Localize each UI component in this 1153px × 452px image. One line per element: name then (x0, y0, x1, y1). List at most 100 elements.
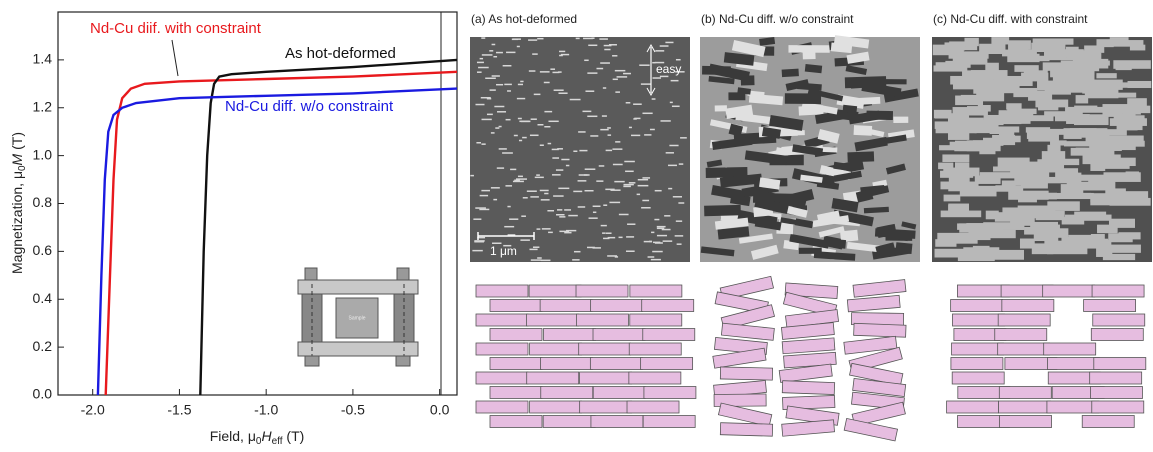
grain (587, 116, 597, 118)
grain (644, 241, 652, 243)
y-axis-label-part: (T) (9, 132, 25, 154)
platelet (1082, 416, 1134, 428)
grain (480, 58, 483, 60)
grain (939, 122, 953, 128)
grain (1096, 39, 1113, 47)
grain (600, 62, 610, 64)
grain (518, 84, 523, 86)
grain (547, 210, 554, 212)
grain (663, 240, 673, 242)
grain (625, 171, 634, 173)
grain (591, 37, 594, 39)
scale-bar-label: 1 μm (490, 244, 517, 258)
grain (473, 218, 481, 220)
grain (1047, 145, 1060, 152)
grain (493, 199, 497, 201)
grain (1024, 227, 1045, 235)
grain (637, 194, 640, 196)
grain (1060, 51, 1101, 56)
grain (541, 260, 551, 262)
platelet (579, 343, 631, 355)
grain (604, 49, 610, 51)
grain (481, 97, 491, 99)
grain (497, 167, 504, 169)
grain (564, 209, 571, 211)
platelet (1044, 343, 1096, 355)
figure: Sample (a) As hot-deformed(b) Nd-Cu diff… (0, 0, 1153, 447)
x-tick-label: -1.0 (254, 402, 278, 418)
grain (583, 38, 593, 40)
grain (1119, 124, 1143, 130)
grain (938, 163, 953, 170)
grain (528, 39, 537, 41)
grain (614, 181, 624, 183)
series-label: Nd-Cu diif. with constraint (90, 20, 262, 37)
grain (504, 84, 512, 86)
grain (537, 257, 542, 259)
grain (999, 113, 1034, 119)
grain (799, 248, 822, 254)
grain (477, 71, 482, 73)
grain (578, 180, 587, 182)
grain (491, 187, 500, 189)
grain (1079, 128, 1108, 134)
grain (893, 117, 908, 123)
grain (715, 105, 727, 111)
grain (678, 202, 684, 204)
grain (633, 103, 642, 105)
grain (476, 142, 481, 144)
grain (935, 239, 956, 247)
grain (544, 193, 548, 195)
grain (556, 214, 565, 216)
grain (1026, 127, 1050, 132)
platelet (1090, 372, 1142, 384)
grain (492, 44, 496, 46)
platelet (643, 416, 695, 428)
grain (585, 168, 596, 170)
platelet (641, 358, 693, 370)
platelet (952, 343, 1004, 355)
platelet (591, 300, 643, 312)
platelet (1000, 416, 1052, 428)
y-tick-label: 0.0 (33, 386, 53, 402)
grain (493, 56, 497, 58)
grain (942, 154, 969, 162)
grain (566, 165, 569, 167)
grain (481, 190, 490, 192)
platelet (629, 343, 681, 355)
grain (944, 195, 961, 202)
grain (542, 228, 551, 230)
grain (651, 232, 654, 234)
grain (599, 165, 605, 167)
grain (652, 251, 663, 253)
grain (615, 256, 618, 258)
grain (537, 228, 541, 230)
grain (612, 55, 617, 57)
grain (679, 163, 684, 165)
grain (503, 65, 512, 67)
grain (593, 247, 601, 249)
grain (481, 37, 485, 39)
grain (976, 91, 1004, 101)
grain (940, 182, 978, 190)
grain (671, 80, 679, 82)
grain (648, 256, 655, 258)
grain (1037, 81, 1077, 90)
grain (615, 70, 626, 72)
grain (606, 232, 612, 234)
grain (1035, 193, 1057, 200)
inset-label: Sample (349, 315, 366, 321)
grain (1027, 70, 1048, 79)
grain (728, 92, 745, 100)
grain (552, 72, 559, 74)
grain (596, 68, 603, 70)
platelet (529, 285, 581, 297)
grain (1076, 148, 1115, 155)
grain (517, 46, 520, 48)
grain (623, 184, 633, 186)
grain (991, 37, 1009, 44)
grain (629, 127, 632, 128)
y-tick-label: 0.2 (33, 338, 53, 354)
grain (623, 73, 631, 75)
platelet (951, 300, 1003, 312)
